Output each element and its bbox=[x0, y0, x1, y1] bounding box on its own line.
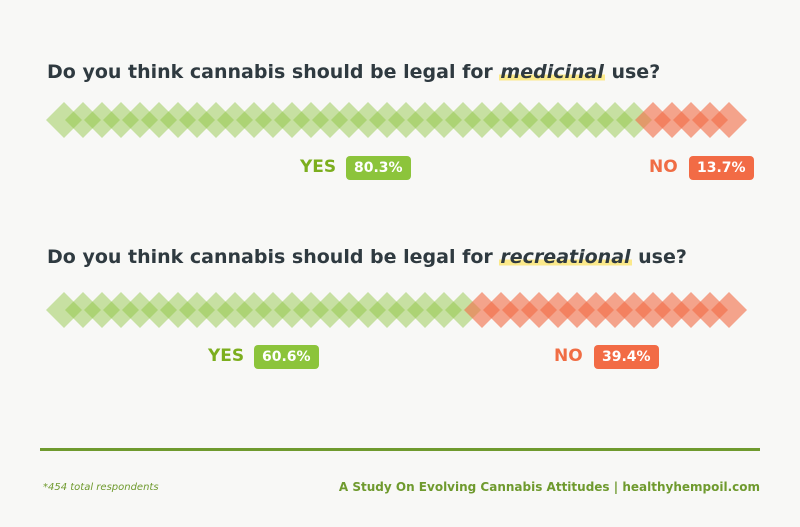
medicinal-yes-label: YES bbox=[300, 157, 337, 177]
yes-diamond-mark bbox=[578, 102, 614, 138]
question-recreational-prefix: Do you think cannabis should be legal fo… bbox=[47, 246, 500, 268]
yes-diamond-mark bbox=[46, 292, 82, 328]
yes-diamond-mark bbox=[331, 102, 367, 138]
no-diamond-mark bbox=[711, 292, 747, 328]
no-diamond-mark bbox=[559, 292, 595, 328]
yes-diamond-mark bbox=[597, 102, 633, 138]
question-medicinal: Do you think cannabis should be legal fo… bbox=[47, 61, 660, 83]
no-diamond-mark bbox=[711, 102, 747, 138]
yes-diamond-mark bbox=[540, 102, 576, 138]
yes-diamond-mark bbox=[84, 292, 120, 328]
yes-diamond-mark bbox=[312, 102, 348, 138]
no-diamond-mark bbox=[540, 292, 576, 328]
question-medicinal-emphasis: medicinal bbox=[499, 61, 605, 83]
no-diamond-mark bbox=[521, 292, 557, 328]
yes-diamond-mark bbox=[388, 292, 424, 328]
recreational-no-value: 39.4% bbox=[594, 345, 659, 369]
yes-diamond-mark bbox=[407, 292, 443, 328]
yes-diamond-mark bbox=[350, 102, 386, 138]
yes-diamond-mark bbox=[160, 292, 196, 328]
yes-diamond-mark bbox=[616, 102, 652, 138]
no-diamond-mark bbox=[464, 292, 500, 328]
no-diamond-mark bbox=[692, 292, 728, 328]
yes-diamond-mark bbox=[236, 292, 272, 328]
yes-diamond-mark bbox=[331, 292, 367, 328]
yes-diamond-mark bbox=[559, 102, 595, 138]
yes-diamond-mark bbox=[217, 102, 253, 138]
yes-diamond-mark bbox=[369, 102, 405, 138]
question-recreational-emphasis: recreational bbox=[499, 246, 632, 268]
no-diamond-mark bbox=[673, 102, 709, 138]
yes-diamond-mark bbox=[407, 102, 443, 138]
yes-diamond-mark bbox=[46, 102, 82, 138]
question-recreational-suffix: use? bbox=[631, 246, 687, 268]
question-medicinal-prefix: Do you think cannabis should be legal fo… bbox=[47, 61, 500, 83]
yes-diamond-mark bbox=[426, 102, 462, 138]
footer-credit: A Study On Evolving Cannabis Attitudes |… bbox=[339, 480, 760, 494]
no-diamond-mark bbox=[654, 292, 690, 328]
yes-diamond-mark bbox=[122, 102, 158, 138]
yes-diamond-mark bbox=[274, 102, 310, 138]
recreational-no-label: NO bbox=[554, 346, 583, 366]
yes-diamond-mark bbox=[160, 102, 196, 138]
yes-diamond-mark bbox=[103, 102, 139, 138]
no-diamond-mark bbox=[597, 292, 633, 328]
recreational-yes-label: YES bbox=[208, 346, 245, 366]
yes-diamond-mark bbox=[445, 292, 481, 328]
yes-diamond-mark bbox=[65, 102, 101, 138]
yes-diamond-mark bbox=[103, 292, 139, 328]
yes-diamond-mark bbox=[84, 102, 120, 138]
no-diamond-mark bbox=[692, 102, 728, 138]
yes-diamond-mark bbox=[236, 102, 272, 138]
medicinal-no-value: 13.7% bbox=[689, 156, 754, 180]
yes-diamond-mark bbox=[274, 292, 310, 328]
yes-diamond-mark bbox=[179, 292, 215, 328]
recreational-yes-value: 60.6% bbox=[254, 345, 319, 369]
no-diamond-mark bbox=[635, 102, 671, 138]
yes-diamond-mark bbox=[445, 102, 481, 138]
site-link[interactable]: healthyhempoil.com bbox=[622, 480, 760, 494]
question-medicinal-suffix: use? bbox=[604, 61, 661, 83]
yes-diamond-mark bbox=[350, 292, 386, 328]
yes-diamond-mark bbox=[255, 292, 291, 328]
yes-diamond-mark bbox=[65, 292, 101, 328]
footer-divider bbox=[40, 448, 760, 451]
yes-diamond-mark bbox=[483, 102, 519, 138]
recreational-diamond-bar bbox=[46, 292, 747, 328]
question-recreational: Do you think cannabis should be legal fo… bbox=[47, 246, 687, 268]
yes-diamond-mark bbox=[388, 102, 424, 138]
no-diamond-mark bbox=[635, 292, 671, 328]
footer-separator: | bbox=[613, 480, 619, 494]
medicinal-diamond-bar bbox=[46, 102, 747, 138]
no-diamond-mark bbox=[483, 292, 519, 328]
yes-diamond-mark bbox=[141, 292, 177, 328]
yes-diamond-mark bbox=[179, 102, 215, 138]
no-diamond-mark bbox=[673, 292, 709, 328]
respondents-note: *454 total respondents bbox=[43, 482, 159, 493]
yes-diamond-mark bbox=[312, 292, 348, 328]
yes-diamond-mark bbox=[369, 292, 405, 328]
yes-diamond-mark bbox=[141, 102, 177, 138]
yes-diamond-mark bbox=[198, 292, 234, 328]
yes-diamond-mark bbox=[293, 292, 329, 328]
no-diamond-mark bbox=[578, 292, 614, 328]
yes-diamond-mark bbox=[426, 292, 462, 328]
yes-diamond-mark bbox=[464, 102, 500, 138]
yes-diamond-mark bbox=[521, 102, 557, 138]
no-diamond-mark bbox=[616, 292, 652, 328]
yes-diamond-mark bbox=[502, 102, 538, 138]
no-diamond-mark bbox=[502, 292, 538, 328]
medicinal-no-label: NO bbox=[649, 157, 678, 177]
study-title: A Study On Evolving Cannabis Attitudes bbox=[338, 480, 610, 494]
yes-diamond-mark bbox=[122, 292, 158, 328]
medicinal-yes-value: 80.3% bbox=[346, 156, 411, 180]
no-diamond-mark bbox=[654, 102, 690, 138]
yes-diamond-mark bbox=[217, 292, 253, 328]
yes-diamond-mark bbox=[293, 102, 329, 138]
yes-diamond-mark bbox=[255, 102, 291, 138]
yes-diamond-mark bbox=[198, 102, 234, 138]
